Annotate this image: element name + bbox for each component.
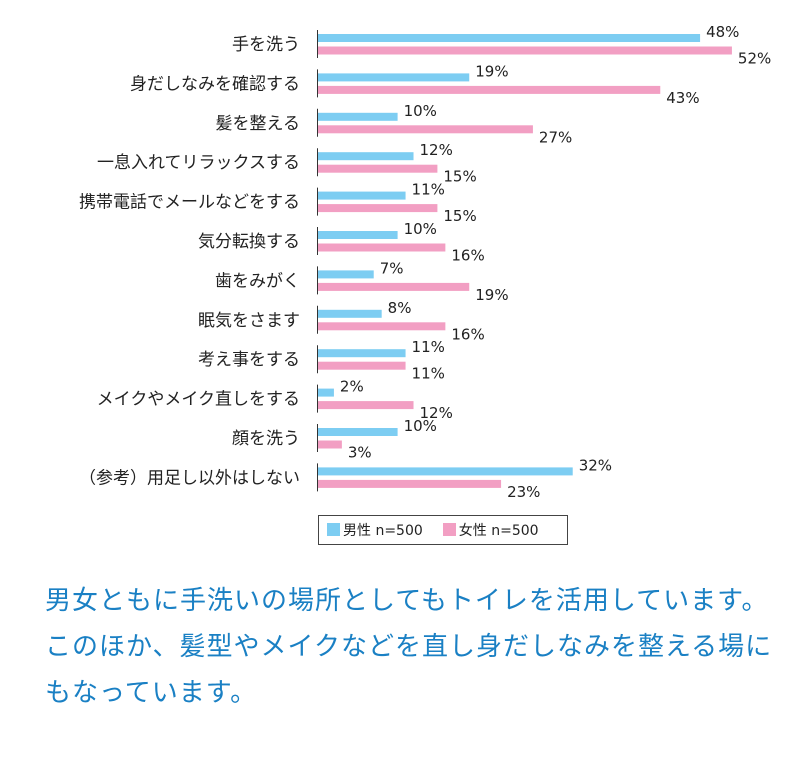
bar-female <box>318 479 502 488</box>
bar-male <box>318 309 382 318</box>
data-label: 23% <box>507 483 540 501</box>
category-label: 髪を整える <box>216 114 301 134</box>
data-label: 15% <box>443 207 476 225</box>
legend-swatch-female <box>442 523 456 536</box>
category-label: 眠気をさます <box>198 311 300 331</box>
data-label: 3% <box>348 444 372 462</box>
bar-male <box>318 73 470 82</box>
bar-male <box>318 388 334 397</box>
data-label: 12% <box>420 404 453 422</box>
data-label: 52% <box>738 50 771 68</box>
category-label: 一息入れてリラックスする <box>97 153 300 173</box>
bar-male <box>318 112 398 121</box>
bar-female <box>318 282 470 291</box>
bar-female <box>318 46 732 55</box>
data-label: 15% <box>443 168 476 186</box>
bar-male <box>318 467 573 476</box>
caption: 男女ともに手洗いの場所としてもトイレを活用しています。このほか、髪型やメイクなど… <box>45 586 773 708</box>
category-label: 気分転換する <box>198 232 300 252</box>
bar-male <box>318 349 406 358</box>
data-label: 48% <box>706 23 739 41</box>
legend-swatch-male <box>327 523 340 536</box>
category-label: 身だしなみを確認する <box>130 74 300 94</box>
bar-male <box>318 152 414 161</box>
bar-male <box>318 34 701 42</box>
category-label: （参考）用足し以外はしない <box>79 468 300 488</box>
data-label: 10% <box>404 220 437 238</box>
legend: 男性 n=500 女性 n=500 <box>318 515 568 545</box>
bar-chart: 手を洗う 48% 52% 身だしなみを確認する 19% 43% 髪を整える 10% 27% 一息入… <box>79 23 771 501</box>
data-label: 43% <box>666 89 699 107</box>
data-label: 27% <box>539 128 572 146</box>
data-label: 10% <box>404 102 437 120</box>
data-label: 32% <box>579 456 612 474</box>
bar-female <box>318 125 533 134</box>
bar-male <box>318 231 398 239</box>
bar-male <box>318 270 374 279</box>
legend-item-female: 女性 n=500 <box>442 520 539 540</box>
data-label: 7% <box>380 259 404 277</box>
category-label: 手を洗う <box>232 35 300 55</box>
category-label: 携帯電話でメールなどをする <box>79 193 300 213</box>
data-label: 10% <box>404 417 437 435</box>
bar-female <box>318 164 438 173</box>
bar-female <box>318 322 446 331</box>
bar-male <box>318 191 406 200</box>
category-label: 考え事をする <box>198 350 300 370</box>
category-label: 顔を洗う <box>232 429 300 449</box>
category-label: メイクやメイク直しをする <box>97 390 300 410</box>
bar-female <box>318 440 342 449</box>
data-label: 11% <box>412 365 445 383</box>
data-label: 11% <box>412 181 445 199</box>
data-label: 16% <box>451 247 484 265</box>
bar-male <box>318 428 398 436</box>
bar-female <box>318 243 446 252</box>
data-label: 19% <box>475 286 508 304</box>
bar-female <box>318 85 661 94</box>
category-label: 歯をみがく <box>215 271 300 291</box>
data-label: 16% <box>451 325 484 343</box>
bar-female <box>318 401 414 410</box>
legend-item-male: 男性 n=500 <box>327 520 423 540</box>
data-label: 11% <box>412 338 445 356</box>
data-label: 8% <box>388 299 412 317</box>
bar-female <box>318 361 406 370</box>
data-label: 12% <box>420 141 453 159</box>
bar-female <box>318 204 438 213</box>
data-label: 19% <box>475 62 508 80</box>
data-label: 2% <box>340 378 364 396</box>
